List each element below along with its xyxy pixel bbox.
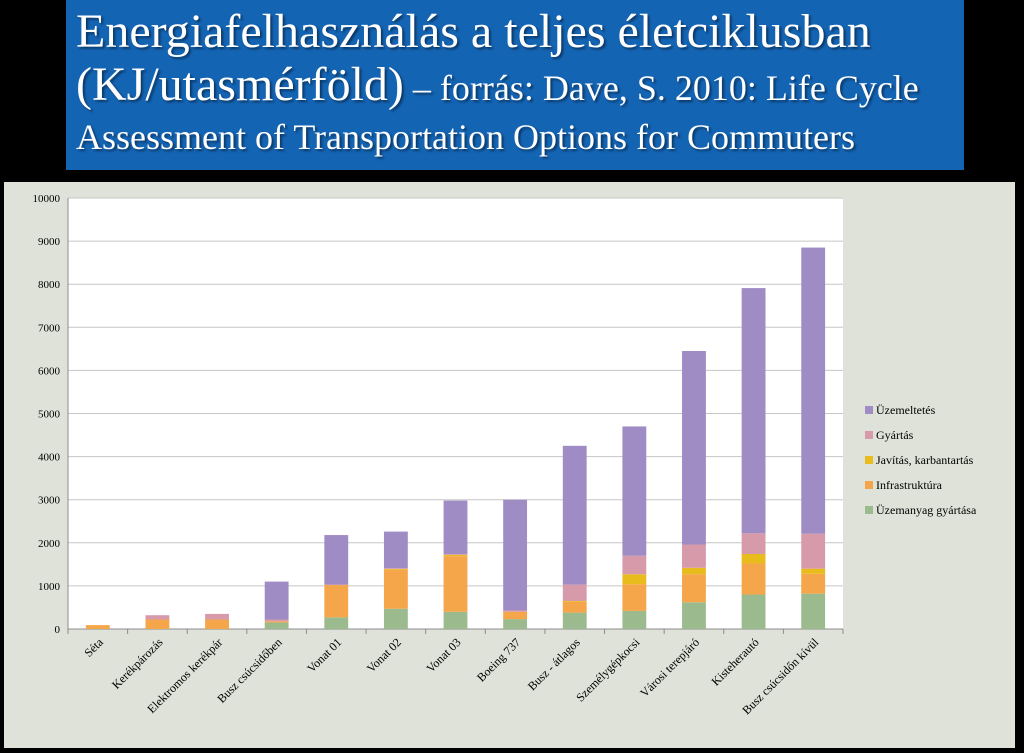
bar-segment — [622, 556, 646, 575]
y-tick-label: 5000 — [38, 409, 61, 421]
bar-segment — [444, 555, 468, 556]
legend-swatch — [865, 506, 873, 514]
legend-swatch — [865, 456, 873, 464]
legend-swatch — [865, 406, 873, 414]
bar-segment — [384, 569, 408, 570]
y-tick-label: 7000 — [38, 322, 61, 334]
bar-segment — [742, 533, 766, 554]
x-category-label: Séta — [81, 635, 106, 660]
bar-segment — [801, 574, 825, 594]
title-source: – forrás: Dave, S. 2010: Life Cycle — [404, 68, 919, 108]
bar-segment — [742, 563, 766, 594]
bar-segment — [742, 288, 766, 533]
bar-segment — [444, 556, 468, 612]
x-category-label: Városi terepjáró — [637, 635, 702, 700]
bar-segment — [563, 602, 587, 613]
x-category-label: Kisteherautó — [708, 635, 761, 688]
x-category-label: Kerékpározás — [109, 635, 166, 692]
bar-segment — [682, 351, 706, 545]
bar-segment — [324, 535, 348, 585]
bar-segment — [682, 602, 706, 629]
y-tick-label: 3000 — [38, 495, 61, 507]
title-unit: (KJ/utasmérföld) — [76, 58, 404, 111]
legend-swatch — [865, 481, 873, 489]
bar-segment — [682, 545, 706, 568]
bar-segment — [444, 501, 468, 554]
title-line-2: (KJ/utasmérföld) – forrás: Dave, S. 2010… — [76, 60, 964, 113]
x-category-label: Vonat 01 — [304, 635, 344, 675]
x-category-label: Vonat 03 — [423, 635, 463, 675]
bar-segment — [146, 620, 170, 629]
stacked-bar-chart: 0 1000 2000 3000 4000 5000 6000 7000 8000 9000 100… — [4, 182, 1015, 748]
x-category-label: Busz - átlagos — [525, 635, 583, 693]
bar-segment — [503, 500, 527, 611]
bar-segment — [801, 594, 825, 629]
title-banner: Energiafelhasználás a teljes életciklusb… — [66, 0, 964, 170]
bar-segment — [742, 595, 766, 629]
bar-segment — [384, 532, 408, 569]
bar-segment — [265, 623, 289, 629]
y-tick-label: 6000 — [38, 365, 61, 377]
y-tick-label: 10000 — [33, 193, 61, 205]
bar-segment — [384, 609, 408, 629]
bar-segment — [801, 534, 825, 569]
x-category-label: Személygépkocsi — [573, 635, 643, 705]
bar-segment — [324, 617, 348, 629]
y-tick-label: 9000 — [38, 236, 61, 248]
legend-swatch — [865, 431, 873, 439]
title-line-1: Energiafelhasználás a teljes életciklusb… — [76, 4, 964, 60]
y-tick-label: 8000 — [38, 279, 61, 291]
x-category-label: Busz csúcsidőben — [214, 635, 284, 705]
y-tick-label: 2000 — [38, 538, 61, 550]
bar-segment — [622, 426, 646, 555]
bar-segment — [205, 614, 229, 620]
bar-segment — [265, 620, 289, 622]
legend-label: Üzemeltetés — [876, 403, 936, 417]
bar-segment — [563, 446, 587, 585]
bar-segment — [622, 574, 646, 584]
bar-segment — [563, 601, 587, 602]
bar-segment — [384, 568, 408, 569]
bar-segment — [444, 612, 468, 629]
bar-segment — [503, 619, 527, 629]
bar-segment — [384, 570, 408, 609]
bar-segment — [86, 625, 110, 629]
bar-segment — [265, 621, 289, 622]
bar-segment — [801, 569, 825, 574]
bar-segment — [444, 554, 468, 555]
legend-label: Javítás, karbantartás — [876, 453, 974, 467]
bar-segment — [503, 612, 527, 619]
y-tick-label: 4000 — [38, 452, 61, 464]
bar-segment — [563, 613, 587, 629]
bar-segment — [503, 610, 527, 611]
y-tick-label: 1000 — [38, 581, 61, 593]
bar-segment — [801, 248, 825, 534]
bar-segment — [265, 582, 289, 620]
bar-segment — [324, 585, 348, 617]
bar-segment — [146, 615, 170, 619]
bar-segment — [742, 554, 766, 563]
legend-label: Gyártás — [876, 428, 914, 442]
bar-segment — [682, 574, 706, 602]
legend-label: Infrastruktúra — [876, 478, 943, 492]
title-line-3: Assessment of Transportation Options for… — [76, 113, 964, 161]
bar-segment — [563, 585, 587, 601]
bar-segment — [682, 568, 706, 574]
x-category-label: Vonat 02 — [364, 635, 404, 675]
bar-segment — [622, 611, 646, 629]
bar-segment — [622, 584, 646, 611]
y-tick-label: 0 — [55, 624, 61, 636]
x-category-label: Boeing 737 — [474, 635, 523, 684]
chart-panel: 0 1000 2000 3000 4000 5000 6000 7000 8000 9000 100… — [4, 182, 1015, 748]
bar-segment — [205, 620, 229, 629]
legend-label: Üzemanyag gyártása — [876, 503, 977, 517]
